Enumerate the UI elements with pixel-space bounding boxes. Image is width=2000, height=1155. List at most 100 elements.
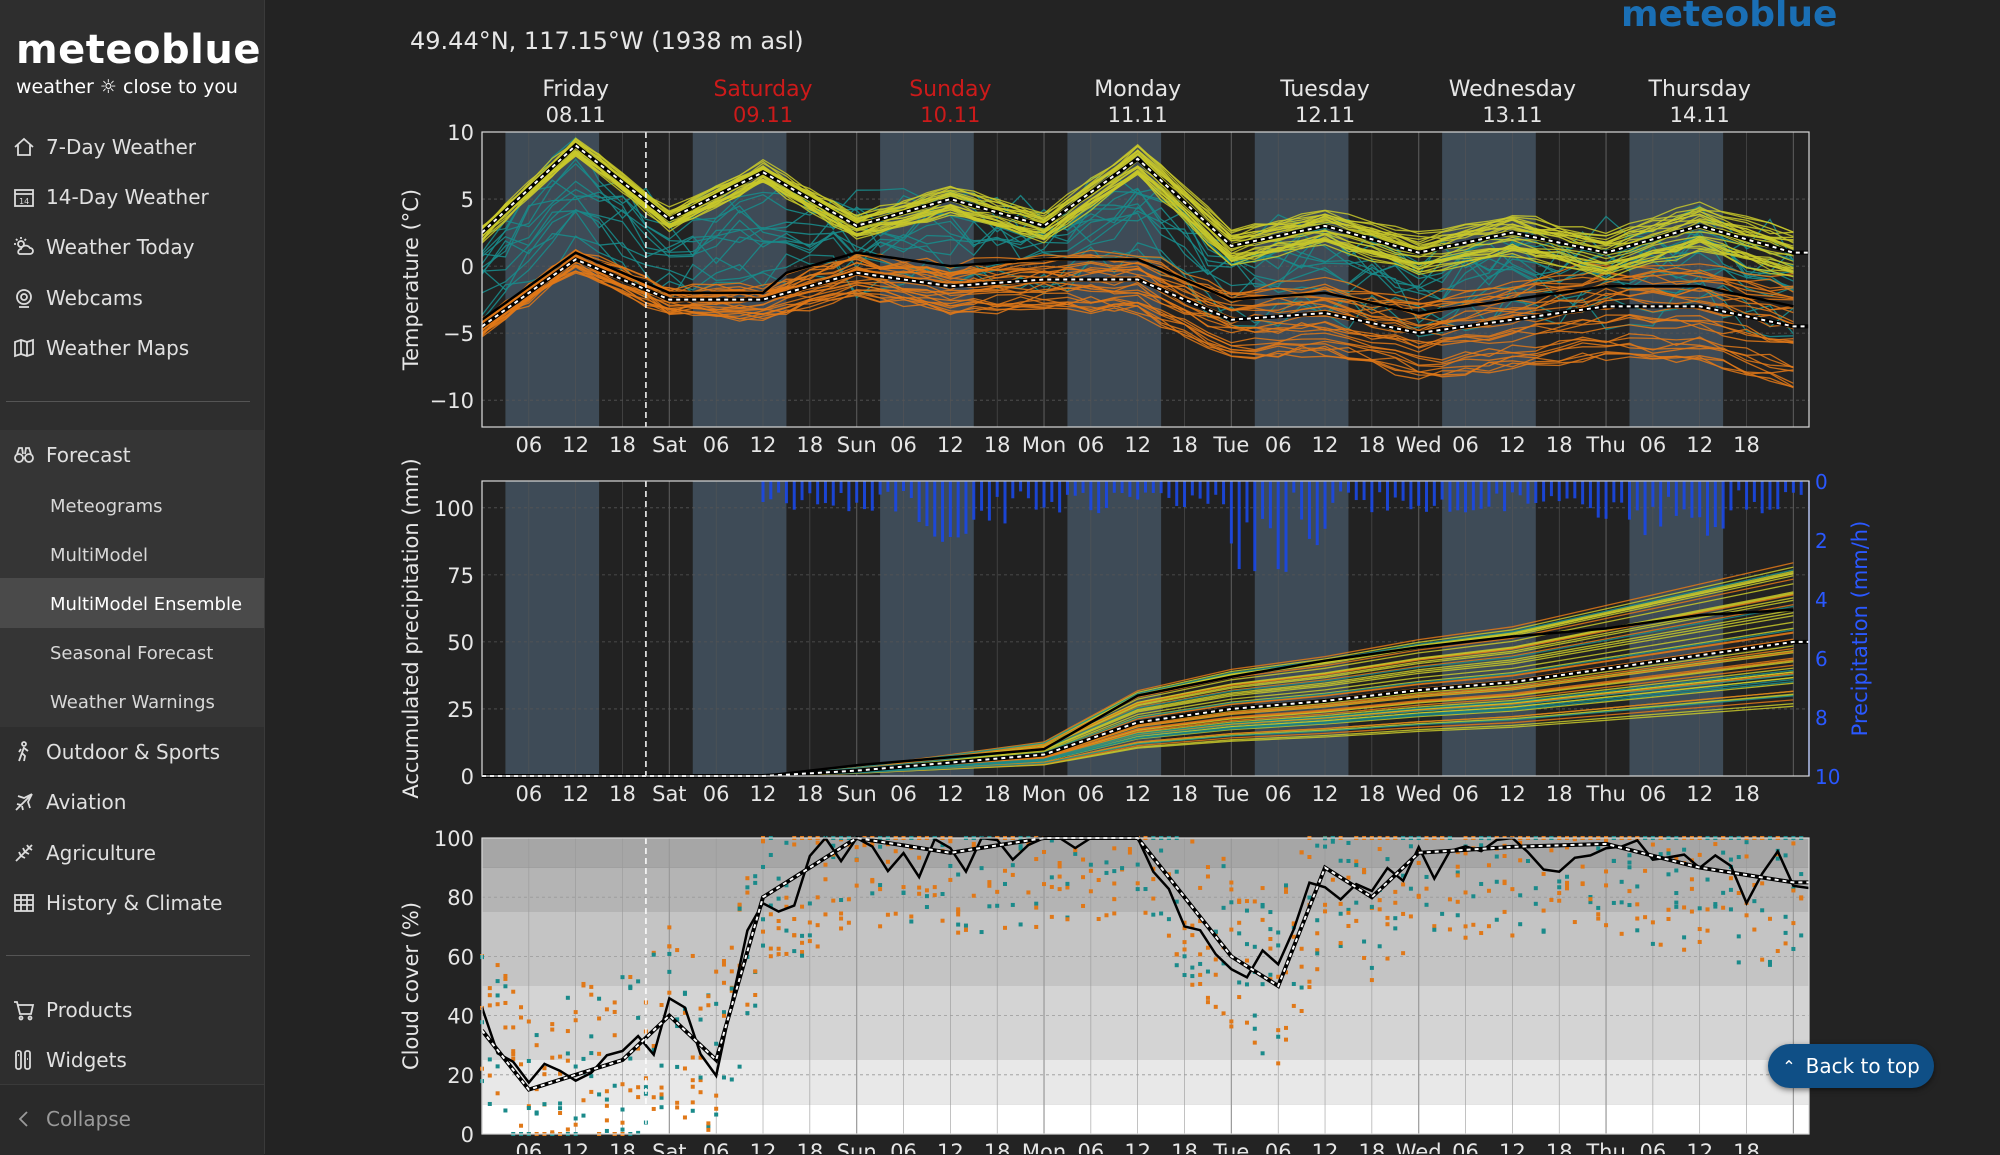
x-tick-label: 18 (609, 433, 636, 457)
nav-widgets[interactable]: Widgets (12, 1040, 127, 1080)
cloud-member-point (963, 923, 968, 928)
cloud-member-point (1596, 912, 1601, 917)
cloud-member-point (784, 895, 789, 900)
nav-forecast[interactable]: Forecast (12, 435, 131, 475)
x-tick-label: 18 (984, 433, 1011, 457)
cloud-member-point (487, 986, 492, 991)
cloud-member-point (581, 1113, 586, 1118)
y-tick-label: 25 (447, 698, 474, 722)
cloud-member-point (503, 1108, 508, 1113)
nav-meteograms[interactable]: Meteograms (50, 495, 163, 517)
ensemble-member-line (481, 253, 1794, 327)
nav-agriculture[interactable]: Agriculture (12, 833, 156, 873)
cloud-member-point (620, 975, 625, 980)
collapse-button[interactable]: Collapse (12, 1099, 131, 1139)
cloud-member-point (714, 969, 719, 974)
cloud-member-point (1104, 870, 1109, 875)
cloud-member-point (667, 951, 672, 956)
cloud-member-point (1791, 921, 1796, 926)
cloud-member-point (698, 1090, 703, 1095)
daylight-band (692, 481, 787, 776)
cloud-member-point (1081, 903, 1086, 908)
cloud-member-point (971, 844, 976, 849)
cloud-member-point (534, 1033, 539, 1038)
cloud-member-point (776, 926, 781, 931)
cloud-member-point (776, 896, 781, 901)
back-to-top-button[interactable]: ⌃ Back to top (1768, 1044, 1934, 1088)
cloud-member-point (581, 1098, 586, 1103)
ensemble-member-line (481, 195, 1794, 301)
cloud-member-point (776, 876, 781, 881)
cloud-member-point (1682, 905, 1687, 910)
cloud-member-point (690, 1078, 695, 1083)
cloud-member-point (729, 988, 734, 993)
cloud-member-point (1182, 954, 1187, 959)
x-tick-label: 12 (937, 433, 964, 457)
nav-history-climate[interactable]: History & Climate (12, 883, 222, 923)
x-tick-label: 12 (562, 1140, 589, 1154)
cloud-member-point (1081, 875, 1086, 880)
x-tick-label: 12 (1124, 782, 1151, 806)
cloud-member-point (1666, 851, 1671, 856)
ensemble-member-line (481, 271, 1794, 372)
nav-seasonal-forecast[interactable]: Seasonal Forecast (50, 642, 214, 664)
nav-webcams[interactable]: Webcams (12, 278, 143, 318)
nav-label: Weather Maps (46, 336, 190, 360)
ensemble-member-line (481, 144, 1794, 245)
cloud-member-point (854, 845, 859, 850)
cloud-member-point (1284, 970, 1289, 975)
x-tick-label: 12 (1686, 782, 1713, 806)
cloud-member-point (1471, 894, 1476, 899)
cloud-member-point (1627, 889, 1632, 894)
x-tick-label: 06 (515, 1140, 542, 1154)
cloud-member-point (612, 1083, 617, 1088)
cloud-member-point (1705, 877, 1710, 882)
cloud-member-point (589, 992, 594, 997)
y-tick-label: −5 (443, 322, 474, 346)
cloud-member-point (628, 986, 633, 991)
cloud-member-point (839, 926, 844, 931)
binoculars-icon (12, 443, 36, 467)
cloud-member-point (1049, 838, 1054, 843)
ensemble-member-line (481, 256, 1794, 345)
cloud-member-point (1284, 883, 1289, 888)
cloud-member-point (612, 1000, 617, 1005)
cloud-member-point (1541, 908, 1546, 913)
nav-multimodel[interactable]: MultiModel (50, 544, 149, 566)
cloud-member-point (1408, 886, 1413, 891)
observation-line (480, 835, 1810, 1085)
nav-7-day-weather[interactable]: 7-Day Weather (12, 127, 196, 167)
x-tick-label: Mon (1022, 1140, 1066, 1154)
brand-tagline: weather ☼ close to you (16, 76, 238, 98)
cloud-member-point (511, 1025, 516, 1030)
nav-weather-today[interactable]: Weather Today (12, 227, 194, 267)
x-tick-label: 18 (984, 1140, 1011, 1154)
cloud-member-point (1455, 913, 1460, 918)
cloud-member-point (987, 904, 992, 909)
nav-products[interactable]: Products (12, 990, 132, 1030)
cloud-member-point (831, 855, 836, 860)
y-tick-label: 40 (447, 1005, 474, 1029)
meteoblue-logo[interactable]: meteoblue weather ☼ close to you (16, 28, 261, 98)
y-tick-label: 0 (461, 765, 474, 789)
nav-weather-warnings[interactable]: Weather Warnings (50, 691, 215, 713)
day-date: 09.11 (733, 103, 793, 127)
cloud-member-point (1674, 891, 1679, 896)
cloud-member-point (1307, 855, 1312, 860)
cloud-member-point (698, 1078, 703, 1083)
nav-weather-maps[interactable]: Weather Maps (12, 328, 189, 368)
nav-aviation[interactable]: Aviation (12, 782, 126, 822)
nav-outdoor-sports[interactable]: Outdoor & Sports (12, 732, 220, 772)
cloud-member-point (1002, 881, 1007, 886)
cloud-member-point (550, 1022, 555, 1027)
cloud-member-point (1190, 965, 1195, 970)
cloud-member-point (620, 1120, 625, 1125)
nav-multimodel-ensemble[interactable]: MultiModel Ensemble (50, 593, 243, 615)
cloud-member-point (1104, 913, 1109, 918)
cloud-member-point (1205, 995, 1210, 1000)
cloud-member-point (1775, 949, 1780, 954)
cloud-member-point (636, 1015, 641, 1020)
nav-14-day-weather[interactable]: 14 14-Day Weather (12, 177, 209, 217)
cloud-member-point (745, 890, 750, 895)
cloud-member-point (573, 1116, 578, 1121)
